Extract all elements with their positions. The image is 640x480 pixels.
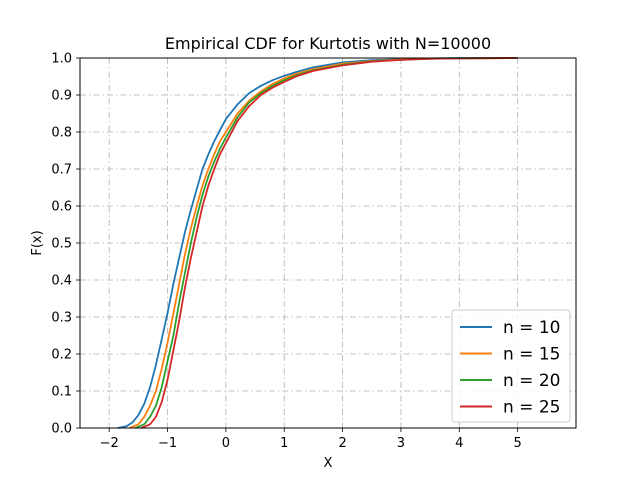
x-tick-label: 1 (280, 436, 288, 451)
y-tick-label: 0.5 (51, 237, 72, 252)
x-tick-label: 3 (397, 436, 405, 451)
y-tick-label: 0.6 (51, 200, 72, 215)
series-line-1 (117, 57, 518, 429)
x-axis-label: X (324, 456, 333, 471)
x-tick-label: 2 (338, 436, 346, 451)
y-tick-label: 0.0 (51, 422, 72, 437)
y-axis-label: F(x) (30, 230, 45, 255)
x-tick-label: 4 (455, 436, 463, 451)
x-tick-label: −1 (158, 436, 177, 451)
y-tick-label: 0.7 (51, 163, 72, 178)
y-tick-label: 0.2 (51, 348, 72, 363)
y-tick-label: 0.3 (51, 311, 72, 326)
y-tick-label: 0.9 (51, 89, 72, 104)
axis-ticks: −2 −1 0 1 2 3 4 5 0.0 0.1 0.2 0.3 0.4 0.5 0.6 0.7 0.8 0.9… (51, 52, 521, 452)
legend-label: n = 20 (503, 371, 560, 391)
x-tick-label: 5 (514, 436, 522, 451)
y-tick-label: 1.0 (51, 52, 72, 67)
series-line-4 (140, 57, 518, 429)
legend-label: n = 25 (503, 398, 560, 418)
x-tick-label: −2 (100, 436, 119, 451)
legend-box (451, 309, 571, 423)
legend-label: n = 10 (503, 318, 560, 338)
y-tick-label: 0.4 (51, 274, 72, 289)
plot-lines (117, 57, 518, 429)
legend: n = 10 n = 15 n = 20 n = 25 (451, 309, 571, 423)
series-line-2 (129, 57, 518, 429)
y-tick-label: 0.8 (51, 126, 72, 141)
y-tick-label: 0.1 (51, 385, 72, 400)
x-tick-label: 0 (222, 436, 230, 451)
legend-label: n = 15 (503, 345, 560, 365)
chart-title: Empirical CDF for Kurtotis with N=10000 (165, 34, 491, 53)
